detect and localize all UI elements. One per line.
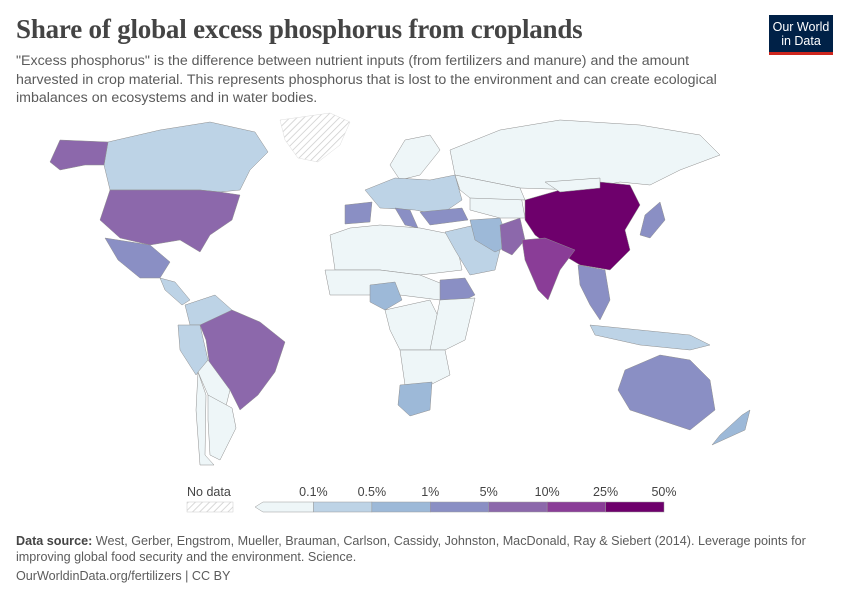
country-western-europe[interactable] bbox=[364, 174, 463, 216]
footer-link[interactable]: OurWorldinData.org/fertilizers | CC BY bbox=[16, 569, 231, 583]
country-mexico[interactable] bbox=[104, 237, 171, 279]
legend-tick-label: 25% bbox=[593, 485, 618, 499]
logo-line2: in Data bbox=[781, 33, 821, 48]
country-canada[interactable] bbox=[103, 121, 269, 193]
country-southern-africa[interactable] bbox=[399, 349, 451, 386]
country-new-zealand[interactable] bbox=[711, 409, 751, 446]
legend-bin-0[interactable] bbox=[254, 501, 314, 513]
legend-tick-label: 10% bbox=[535, 485, 560, 499]
world-map[interactable]: No data 0.1% 0.5% 1% 5% 10% 25% 50% bbox=[0, 110, 850, 530]
country-indonesia[interactable] bbox=[589, 324, 711, 351]
country-turkey[interactable] bbox=[419, 207, 469, 226]
legend-tick-label: 50% bbox=[651, 485, 676, 499]
country-brazil[interactable] bbox=[199, 309, 286, 411]
country-nigeria[interactable] bbox=[369, 281, 403, 311]
source-label: Data source: bbox=[16, 534, 93, 548]
legend-bin-4[interactable] bbox=[488, 501, 548, 513]
logo-line1: Our World bbox=[772, 19, 830, 34]
footer-source: Data source: West, Gerber, Engstrom, Mue… bbox=[16, 533, 816, 565]
legend-tick-label: 1% bbox=[421, 485, 439, 499]
country-mongolia[interactable] bbox=[544, 177, 601, 193]
legend-no-data-label: No data bbox=[187, 485, 231, 499]
source-text: West, Gerber, Engstrom, Mueller, Brauman… bbox=[16, 534, 806, 564]
country-united-states[interactable] bbox=[99, 189, 241, 253]
country-kazakhstan[interactable] bbox=[454, 174, 526, 201]
country-east-africa[interactable] bbox=[429, 297, 476, 351]
legend: No data 0.1% 0.5% 1% 5% 10% 25% 50% bbox=[186, 485, 677, 513]
chart-title: Share of global excess phosphorus from c… bbox=[16, 14, 583, 44]
country-chile[interactable] bbox=[195, 371, 215, 466]
legend-bin-5[interactable] bbox=[546, 501, 606, 513]
country-greenland[interactable] bbox=[279, 112, 351, 163]
legend-no-data-swatch bbox=[186, 501, 234, 513]
country-alaska-united-states-[interactable] bbox=[49, 139, 109, 171]
legend-bin-1[interactable] bbox=[313, 501, 373, 513]
chart-subtitle: "Excess phosphorus" is the difference be… bbox=[16, 53, 717, 106]
country-south-africa[interactable] bbox=[397, 381, 433, 417]
legend-bin-2[interactable] bbox=[371, 501, 431, 513]
country-japan[interactable] bbox=[639, 201, 666, 239]
country-scandinavia[interactable] bbox=[389, 134, 441, 181]
legend-tick-label: 0.5% bbox=[358, 485, 387, 499]
country-central-america[interactable] bbox=[159, 277, 191, 306]
legend-bin-6[interactable] bbox=[605, 501, 665, 513]
country-argentina[interactable] bbox=[207, 394, 237, 461]
country-italy[interactable] bbox=[394, 207, 419, 229]
country-pakistan[interactable] bbox=[499, 217, 526, 256]
legend-bin-3[interactable] bbox=[430, 501, 489, 513]
owid-logo[interactable]: Our World in Data bbox=[769, 15, 833, 55]
legend-tick-label: 5% bbox=[480, 485, 498, 499]
country-australia[interactable] bbox=[617, 354, 716, 431]
country-southeast-asia[interactable] bbox=[577, 264, 611, 321]
country-north-africa[interactable] bbox=[329, 224, 463, 276]
country-spain[interactable] bbox=[344, 201, 373, 225]
country-india[interactable] bbox=[521, 237, 576, 301]
legend-tick-label: 0.1% bbox=[299, 485, 328, 499]
